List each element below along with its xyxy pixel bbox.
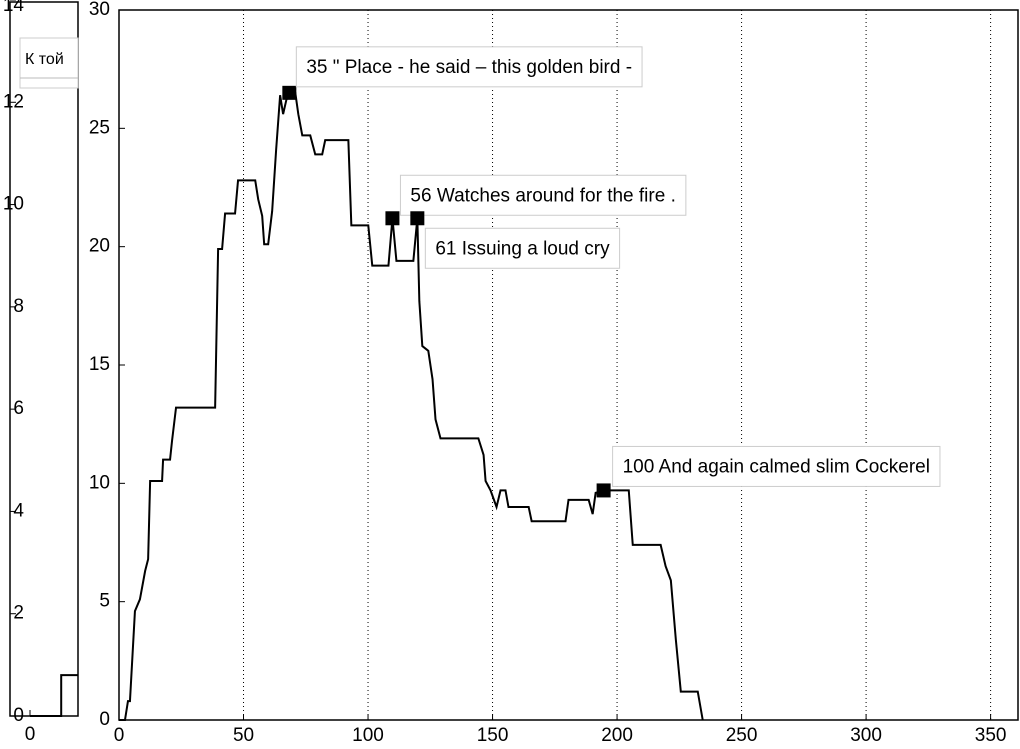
- data-line: [119, 91, 704, 721]
- x-tick-label: 150: [477, 725, 509, 746]
- y-tick-label: 0: [13, 705, 24, 726]
- y-tick-label: 25: [89, 117, 110, 138]
- y-tick-label: 0: [99, 709, 110, 730]
- annotation-box: [295, 46, 643, 88]
- y-tick-label: 14: [3, 0, 25, 16]
- x-tick-label: 0: [25, 724, 36, 745]
- plot-frame: [118, 9, 1019, 721]
- x-tick-label: 100: [352, 725, 384, 746]
- data-line: [30, 674, 78, 717]
- annotation: 56 Watches around for the fire .: [399, 174, 687, 216]
- annotation-box: [399, 174, 687, 216]
- y-tick-label: 4: [13, 500, 24, 521]
- y-tick-label: 20: [89, 236, 110, 257]
- annotation-text: 100 And again calmed slim Cockerel: [623, 456, 930, 477]
- annotation-marker: [410, 211, 425, 226]
- x-tick-label: 0: [114, 725, 125, 746]
- annotation-marker: [596, 483, 611, 498]
- y-tick-label: 10: [89, 472, 110, 493]
- y-tick-label: 10: [3, 194, 24, 215]
- y-tick-label: 15: [89, 354, 110, 375]
- legend-label: К той: [25, 51, 64, 68]
- x-tick-label: 250: [726, 725, 758, 746]
- annotation-text: 35 " Place - he said – this golden bird …: [306, 57, 632, 78]
- y-tick-label: 30: [89, 0, 110, 20]
- annotation-box: [424, 227, 621, 269]
- annotation: 61 Issuing a loud cry: [424, 227, 621, 269]
- annotation-box: [612, 445, 941, 487]
- y-tick-label: 5: [99, 591, 110, 612]
- annotation: 100 And again calmed slim Cockerel: [612, 445, 941, 487]
- x-tick-label: 50: [233, 725, 254, 746]
- x-tick-label: 300: [850, 725, 882, 746]
- annotation-marker: [385, 211, 400, 226]
- y-tick-label: 12: [3, 91, 24, 112]
- y-tick-label: 2: [13, 603, 24, 624]
- annotation-marker: [282, 85, 297, 100]
- legend-box: [19, 37, 79, 89]
- annotation-text: 61 Issuing a loud cry: [435, 238, 610, 259]
- x-tick-label: 350: [975, 725, 1007, 746]
- annotation-text: 56 Watches around for the fire .: [410, 185, 675, 206]
- x-tick-label: 200: [601, 725, 633, 746]
- y-tick-label: 6: [13, 398, 24, 419]
- y-tick-label: 8: [13, 296, 24, 317]
- annotation: 35 " Place - he said – this golden bird …: [295, 46, 643, 88]
